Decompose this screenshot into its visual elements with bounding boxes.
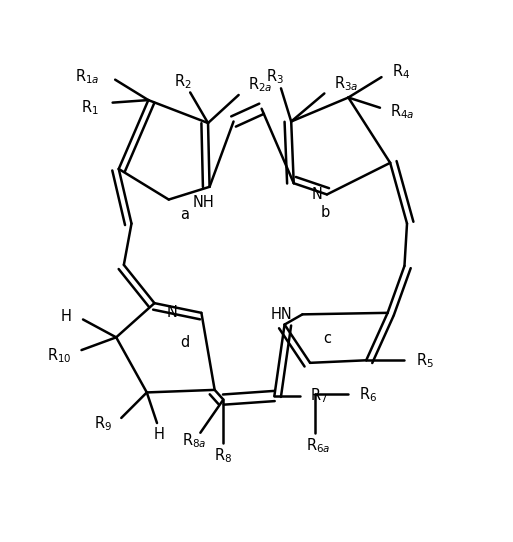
Text: R$_4$: R$_4$ xyxy=(392,63,410,81)
Text: R$_9$: R$_9$ xyxy=(94,415,112,434)
Text: R$_1$: R$_1$ xyxy=(81,99,98,117)
Text: c: c xyxy=(323,331,331,346)
Text: R$_{6a}$: R$_{6a}$ xyxy=(306,436,330,455)
Text: R$_{1a}$: R$_{1a}$ xyxy=(75,68,100,87)
Text: R$_5$: R$_5$ xyxy=(416,351,433,370)
Text: a: a xyxy=(181,208,190,222)
Text: R$_{8a}$: R$_{8a}$ xyxy=(182,431,206,450)
Text: N: N xyxy=(167,305,177,320)
Text: R$_8$: R$_8$ xyxy=(214,447,232,465)
Text: R$_2$: R$_2$ xyxy=(174,72,191,91)
Text: NH: NH xyxy=(193,195,214,210)
Text: HN: HN xyxy=(270,307,292,322)
Text: R$_6$: R$_6$ xyxy=(359,385,377,404)
Text: R$_{2a}$: R$_{2a}$ xyxy=(248,75,272,94)
Text: R$_7$: R$_7$ xyxy=(310,386,328,405)
Text: H: H xyxy=(154,427,165,442)
Text: R$_{3a}$: R$_{3a}$ xyxy=(333,74,358,93)
Text: N: N xyxy=(312,187,323,202)
Text: d: d xyxy=(181,335,190,350)
Text: R$_3$: R$_3$ xyxy=(266,68,284,87)
Text: b: b xyxy=(321,205,330,220)
Text: H: H xyxy=(61,309,72,325)
Text: R$_{4a}$: R$_{4a}$ xyxy=(390,102,415,121)
Text: R$_{10}$: R$_{10}$ xyxy=(47,346,71,365)
